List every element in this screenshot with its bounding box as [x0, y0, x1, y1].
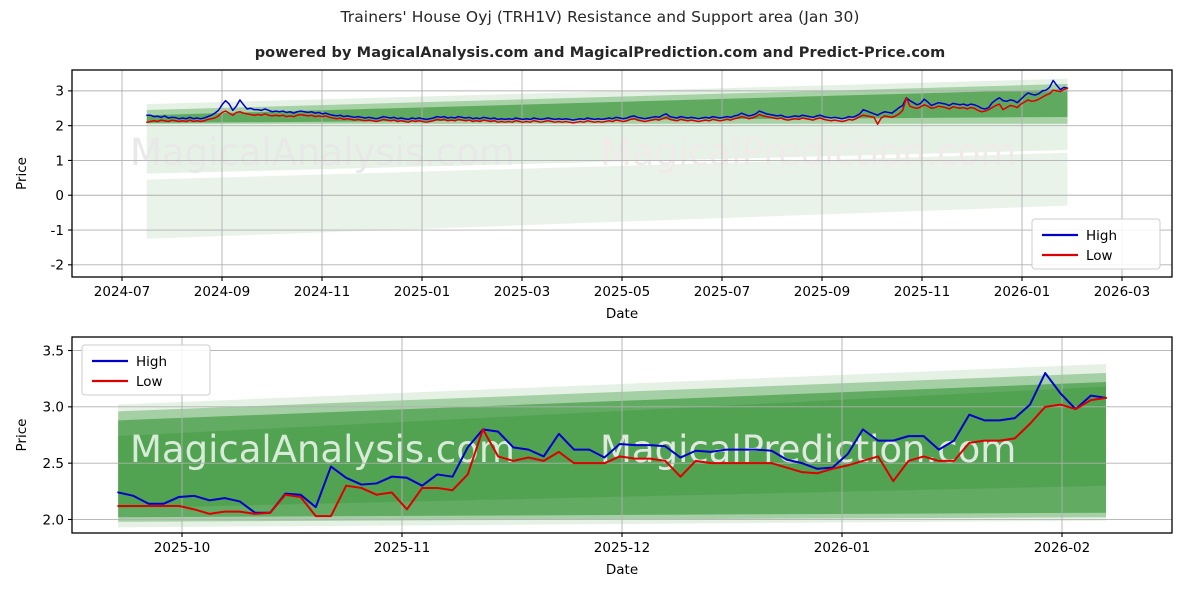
- y-tick-label: 3: [55, 84, 64, 100]
- legend-label-low: Low: [136, 374, 163, 390]
- x-tick-label: 2024-09: [194, 284, 250, 300]
- y-tick-label: 2: [55, 118, 64, 134]
- page-title: Trainers' House Oyj (TRH1V) Resistance a…: [340, 8, 860, 26]
- chart-legend: High Low: [81, 344, 211, 396]
- x-tick-label: 2025-03: [494, 284, 550, 300]
- legend-box: [81, 344, 211, 396]
- legend-label-low: Low: [1086, 248, 1113, 264]
- y-tick-label: 2.5: [43, 456, 64, 472]
- y-axis-label: Price: [14, 419, 30, 452]
- band-support-lower: [146, 152, 1068, 239]
- y-tick-label: 1: [55, 153, 64, 169]
- x-tick-label: 2025-09: [794, 284, 850, 300]
- y-axis: -2 -1 0 1 2 3: [51, 84, 72, 274]
- x-tick-label: 2025-01: [394, 284, 450, 300]
- watermark-analysis: MagicalAnalysis.com: [130, 428, 515, 471]
- page-subtitle: powered by MagicalAnalysis.com and Magic…: [254, 45, 946, 61]
- x-tick-label: 2025-07: [694, 284, 750, 300]
- x-axis-label: Date: [606, 306, 638, 322]
- chart-legend: High Low: [1031, 218, 1161, 270]
- y-tick-label: -1: [51, 223, 64, 239]
- y-axis: 2.0 2.5 3.0 3.5: [43, 343, 72, 528]
- x-axis-label: Date: [606, 562, 638, 578]
- y-axis-label: Price: [14, 157, 30, 190]
- x-tick-label: 2025-11: [374, 540, 430, 556]
- series-line-low: [117, 396, 1107, 518]
- x-tick-label: 2024-11: [294, 284, 350, 300]
- series-line-high: [146, 79, 1069, 121]
- x-tick-label: 2026-02: [1034, 540, 1090, 556]
- y-tick-label: 2.0: [43, 512, 64, 528]
- x-axis: 2024-07 2024-09 2024-11 2025-01 2025-03 2025-…: [94, 277, 1150, 300]
- gridlines: [72, 337, 1172, 533]
- x-axis: 2025-10 2025-11 2025-12 2026-01 2026-02: [154, 533, 1090, 556]
- x-tick-label: 2026-03: [1094, 284, 1150, 300]
- series-line-low: [146, 87, 1069, 126]
- legend-label-high: High: [1086, 228, 1117, 244]
- legend-label-high: High: [136, 354, 167, 370]
- x-tick-label: 2026-01: [814, 540, 870, 556]
- x-tick-label: 2025-11: [894, 284, 950, 300]
- x-tick-label: 2025-12: [594, 540, 650, 556]
- x-tick-label: 2024-07: [94, 284, 150, 300]
- band-support-broad: [146, 123, 1068, 174]
- x-tick-label: 2025-10: [154, 540, 210, 556]
- band-core-inner: [118, 386, 1106, 509]
- legend-box: [1031, 218, 1161, 270]
- y-tick-label: 3.5: [43, 343, 64, 359]
- x-tick-label: 2026-01: [994, 284, 1050, 300]
- gridlines: [72, 70, 1172, 277]
- y-tick-label: 0: [55, 188, 64, 204]
- y-tick-label: -2: [51, 258, 64, 274]
- y-tick-label: 3.0: [43, 400, 64, 416]
- band-resistance-core: [146, 89, 1068, 123]
- watermark-prediction: MagicalPrediction.com: [600, 131, 1016, 174]
- x-tick-label: 2025-05: [594, 284, 650, 300]
